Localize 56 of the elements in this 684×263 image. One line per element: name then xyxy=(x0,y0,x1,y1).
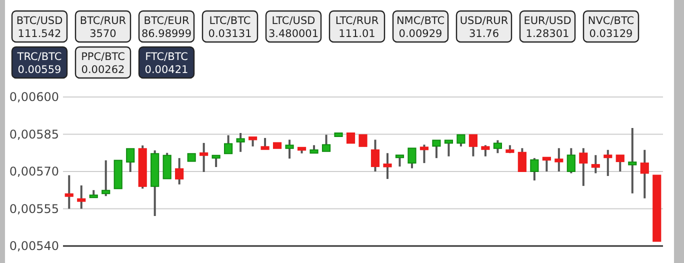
y-tick-label: 0,00570 xyxy=(9,164,59,178)
y-tick-label: 0,00540 xyxy=(9,239,59,253)
ticker-button: BTC/USD 111.542 xyxy=(11,10,68,43)
candlestick xyxy=(420,144,429,164)
ticker-button: BTC/RUR 3570 xyxy=(74,10,132,43)
candlestick xyxy=(591,154,600,174)
candlestick xyxy=(236,132,245,153)
candlestick xyxy=(224,134,233,155)
candlestick xyxy=(481,144,490,158)
candlestick xyxy=(285,138,294,160)
candlestick xyxy=(518,147,526,172)
candlestick xyxy=(530,157,539,182)
candlestick xyxy=(456,134,466,148)
candlestick xyxy=(77,184,86,210)
candlestick xyxy=(616,154,624,172)
candlestick xyxy=(322,134,331,152)
candlestick xyxy=(162,152,172,180)
candlestick xyxy=(126,148,135,173)
candlestick xyxy=(579,147,588,187)
candlestick xyxy=(628,127,637,194)
candlestick xyxy=(566,147,576,174)
ticker-button: LTC/RUR 111.01 xyxy=(328,10,386,43)
candlestick xyxy=(604,148,612,177)
candlestick xyxy=(370,138,380,172)
candlestick xyxy=(102,159,110,198)
ticker-button: TRC/BTC 0.00559 xyxy=(11,46,68,79)
candlestick xyxy=(175,157,184,186)
y-tick-label: 0,00600 xyxy=(9,90,59,104)
candlestick xyxy=(260,136,270,150)
ticker-button: NVC/BTC 0.03129 xyxy=(582,10,640,43)
ticker-button: LTC/BTC 0.03131 xyxy=(202,10,258,43)
candlestick xyxy=(200,142,208,173)
candlestick xyxy=(358,134,368,147)
candlestick xyxy=(493,139,502,154)
candlestick xyxy=(542,156,551,172)
candlestick xyxy=(640,148,649,200)
candlestick xyxy=(248,136,258,148)
ticker-button: NMC/BTC 0.00929 xyxy=(392,10,449,43)
candlestick xyxy=(444,139,454,158)
ticker-button: BTC/EUR 86.98999 xyxy=(138,10,195,43)
y-tick-label: 0,00585 xyxy=(9,127,59,142)
candlestick xyxy=(383,152,392,180)
candlestick xyxy=(64,174,74,210)
candlestick xyxy=(346,132,356,144)
candlestick xyxy=(395,154,404,168)
candlestick xyxy=(408,147,416,170)
y-tick-label: 0,00555 xyxy=(9,202,59,216)
candlestick xyxy=(212,154,220,168)
ticker-button: USD/RUR 31.76 xyxy=(456,10,512,43)
ticker-button: PPC/BTC 0.00262 xyxy=(74,46,132,79)
ticker-button: EUR/USD 1.28301 xyxy=(519,10,576,43)
ticker-button: LTC/USD 3.480001 xyxy=(265,10,322,43)
ticker-button: FTC/BTC 0.00421 xyxy=(138,46,195,79)
candlestick xyxy=(468,134,478,158)
candlestick xyxy=(432,139,441,160)
candlestick xyxy=(554,147,564,172)
